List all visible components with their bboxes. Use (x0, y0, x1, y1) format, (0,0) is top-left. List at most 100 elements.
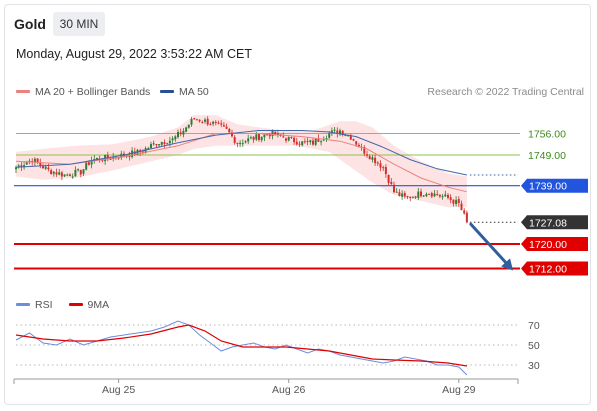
candle-body (328, 133, 331, 138)
candle (295, 137, 298, 146)
candle-body (376, 162, 379, 164)
candle (244, 140, 247, 144)
candle-body (295, 141, 298, 145)
candle-body (322, 139, 325, 141)
rsi-panel: 70 50 30 (15, 320, 540, 376)
candle-body (131, 150, 134, 157)
candle (195, 118, 198, 121)
candle-body (393, 184, 395, 193)
candle (366, 150, 368, 158)
candle-body (258, 134, 260, 140)
rsi-ma-swatch (68, 302, 83, 306)
last-price-label: 1727.08 (529, 217, 567, 229)
candle (150, 141, 152, 149)
candle-body (271, 130, 274, 137)
candle (352, 138, 355, 141)
candle-body (465, 212, 468, 223)
candle-body (333, 129, 336, 131)
candle-body (355, 141, 358, 145)
candle (82, 169, 85, 176)
candle-body (109, 158, 112, 160)
candle (457, 196, 460, 207)
candle-body (422, 195, 425, 197)
candle-body (266, 134, 269, 136)
candle-body (336, 130, 339, 134)
candle-body (82, 169, 85, 174)
candle-body (285, 138, 287, 141)
candle-body (23, 165, 26, 168)
candle (209, 122, 212, 126)
candle (312, 137, 314, 146)
candle-body (306, 140, 309, 142)
candle (241, 139, 244, 147)
candle (182, 128, 185, 138)
candle (336, 127, 339, 138)
candle-body (398, 192, 401, 196)
candle-body (36, 158, 39, 163)
candle (417, 187, 420, 201)
candle (420, 188, 422, 198)
candle (17, 163, 20, 169)
candle-body (244, 141, 247, 143)
candle (325, 135, 328, 142)
candle-body (384, 167, 387, 174)
candle (166, 142, 169, 145)
candle-body (368, 156, 371, 160)
candle (409, 196, 412, 202)
moving-averages (15, 130, 518, 271)
candle-body (317, 138, 320, 142)
candle-body (263, 134, 266, 138)
candle-body (411, 196, 414, 198)
candle (390, 178, 393, 186)
candle (225, 123, 228, 130)
candle (222, 122, 225, 127)
level-label-1749.00: 1749.00 (528, 150, 566, 162)
candle-body (225, 126, 228, 129)
candle-body (409, 196, 412, 198)
candle-body (325, 138, 328, 140)
ma50-line (15, 130, 468, 176)
candle-body (349, 135, 352, 140)
rsi-series-9ma (15, 324, 467, 367)
candle-body (206, 118, 209, 125)
candle (106, 151, 109, 162)
candle (187, 124, 190, 129)
candle-body (303, 141, 306, 143)
candle (376, 161, 379, 166)
candle (233, 135, 236, 145)
candle-body (441, 196, 444, 198)
candle-body (166, 143, 169, 145)
candle-body (193, 118, 196, 120)
candle-body (268, 133, 271, 137)
candle-body (195, 119, 198, 121)
candle (155, 143, 158, 148)
candle (220, 120, 223, 128)
candle-body (222, 125, 225, 127)
candle-body (341, 130, 344, 136)
candle (252, 136, 255, 143)
candle-body (52, 171, 55, 174)
candle (287, 136, 290, 142)
candle-body (233, 137, 236, 143)
candle-body (96, 157, 98, 160)
candle-body (74, 169, 77, 177)
candle (23, 161, 26, 170)
candle (85, 161, 88, 171)
last-price-tag (521, 215, 588, 230)
candle-body (136, 149, 139, 156)
candle (276, 129, 279, 138)
candle (301, 140, 304, 147)
candle-body (339, 130, 341, 135)
candle-body (214, 121, 217, 123)
candle-body (63, 174, 66, 177)
candle-body (231, 132, 233, 137)
level-lines (14, 133, 520, 270)
candle (249, 135, 252, 140)
candle-body (174, 136, 177, 140)
candle-body (447, 195, 449, 198)
candle (425, 192, 428, 198)
timeframe-button[interactable]: 30 MIN (53, 12, 105, 36)
candle-body (247, 138, 250, 142)
candle (330, 127, 333, 137)
candle-body (155, 143, 158, 146)
